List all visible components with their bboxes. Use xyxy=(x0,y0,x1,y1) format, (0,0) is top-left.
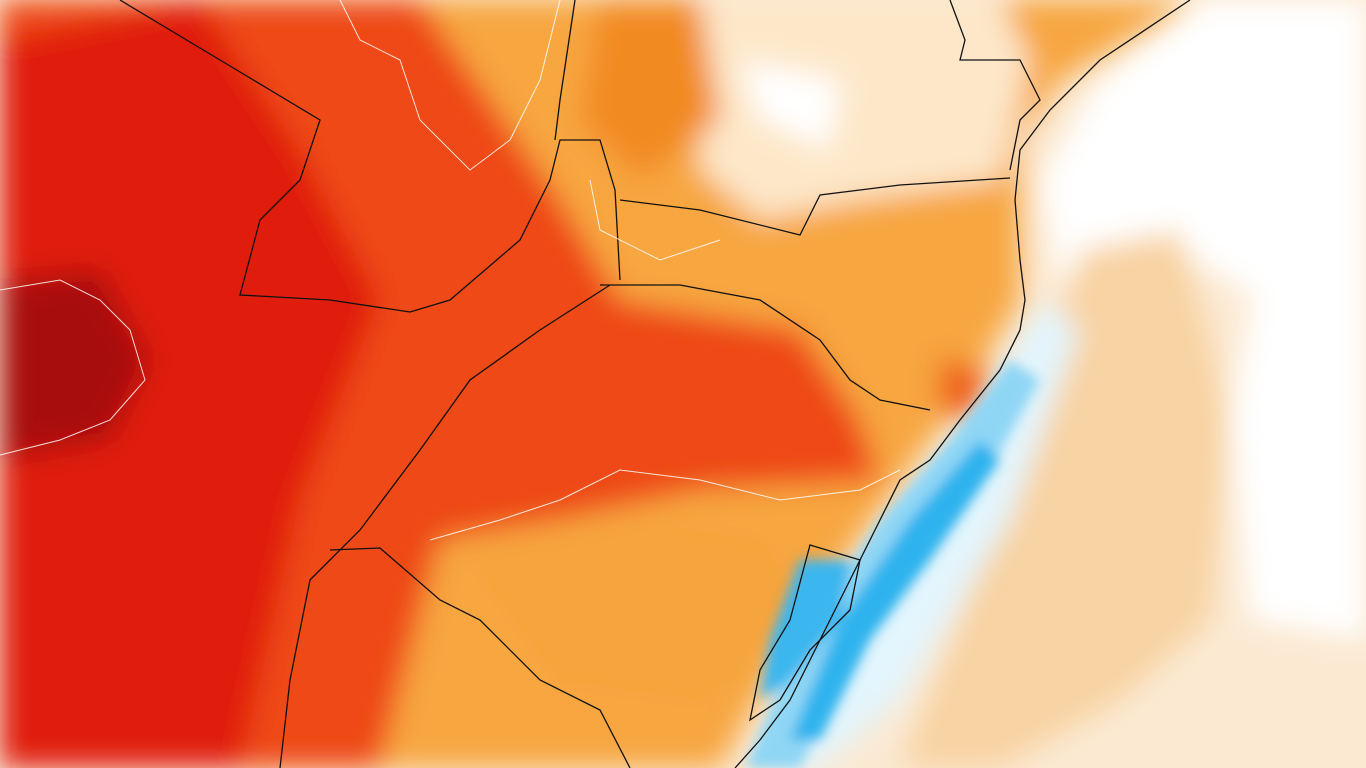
contour-line xyxy=(429,469,901,541)
contours xyxy=(0,0,901,541)
border-line xyxy=(949,0,1041,171)
lagoon-cold xyxy=(760,560,850,700)
very-hot-area xyxy=(0,0,380,768)
extreme-area xyxy=(0,270,150,460)
contour-line xyxy=(589,179,721,261)
neutral-area xyxy=(1230,180,1366,640)
border-line xyxy=(119,0,621,313)
cold-area xyxy=(790,440,1000,740)
border-line xyxy=(619,177,1011,236)
border-line xyxy=(600,284,931,411)
coastal-cool xyxy=(745,360,1040,768)
contour-line xyxy=(0,279,146,456)
warm-area xyxy=(470,520,820,700)
mild-area xyxy=(700,0,1030,220)
border-line xyxy=(329,547,631,768)
borders xyxy=(119,0,1191,768)
warm-area xyxy=(580,0,720,180)
border-line xyxy=(554,0,576,141)
neutral-area xyxy=(740,60,840,150)
coastline xyxy=(734,0,1191,768)
border-line xyxy=(279,284,611,768)
contour-line xyxy=(339,0,561,171)
warm-area xyxy=(900,230,1230,768)
hot-area xyxy=(940,360,990,420)
land-anomaly xyxy=(0,0,1190,768)
lagoon-outline xyxy=(749,544,861,722)
